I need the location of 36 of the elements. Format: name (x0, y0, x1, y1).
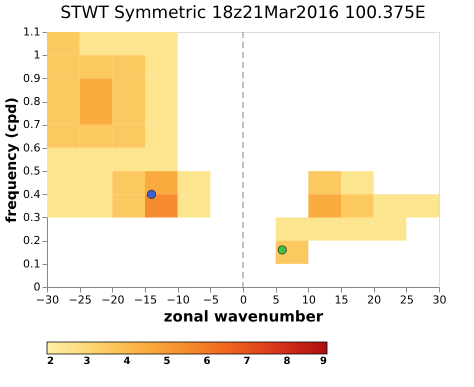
chart-title: STWT Symmetric 18z21Mar2016 100.375E (60, 3, 426, 23)
y-tick-label: 0.8 (23, 95, 40, 108)
color-bar-label: 3 (84, 356, 91, 367)
x-tick-label: −25 (68, 294, 92, 306)
color-bar-label: 4 (124, 356, 131, 367)
x-tick-label: 5 (272, 294, 280, 306)
color-bar-label: 8 (284, 356, 291, 367)
y-tick-label: 1.1 (23, 26, 40, 38)
y-tick-label: 1 (34, 48, 40, 62)
x-tick-label: −5 (202, 294, 219, 306)
x-tick-label: −20 (101, 294, 124, 306)
x-tick-label: −15 (134, 294, 158, 306)
color-bar-label: 5 (164, 356, 171, 367)
color-bar-label: 9 (320, 356, 328, 367)
y-tick-label: 0.1 (23, 257, 40, 270)
x-tick-label: 30 (432, 294, 446, 306)
y-tick-label: 0.7 (23, 118, 40, 132)
color-bar-label: 7 (244, 356, 251, 367)
color-bar-label: 6 (204, 356, 211, 367)
color-bar-label: 2 (47, 356, 54, 367)
x-tick-label: −30 (36, 294, 60, 306)
x-tick-label: 0 (240, 294, 247, 306)
y-tick-label: 0.5 (23, 164, 40, 178)
y-tick-label: 0.2 (23, 234, 40, 248)
y-tick-label: 0.6 (23, 141, 40, 154)
y-axis-title: frequency (cpd) (4, 97, 20, 223)
y-tick-label: 0 (34, 280, 40, 294)
x-tick-label: 15 (334, 294, 348, 306)
y-tick-label: 0.4 (23, 188, 40, 201)
x-tick-label: −10 (166, 294, 190, 306)
y-tick-label: 0.9 (23, 72, 40, 85)
x-tick-label: 25 (400, 294, 414, 306)
x-tick-label: 10 (302, 294, 316, 306)
x-axis-title: zonal wavenumber (164, 308, 324, 326)
y-tick-label: 0.3 (23, 210, 40, 224)
x-tick-label: 20 (367, 294, 382, 306)
